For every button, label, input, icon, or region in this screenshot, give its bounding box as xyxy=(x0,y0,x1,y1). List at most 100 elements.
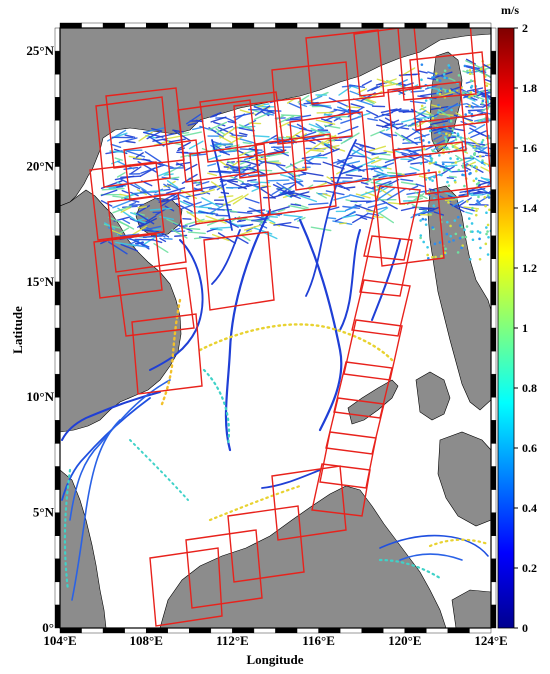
frame-tick xyxy=(490,397,497,421)
drifter-segment xyxy=(110,143,122,148)
drifter-segment xyxy=(289,191,310,198)
frame-tick xyxy=(490,166,497,190)
drifter-segment xyxy=(130,203,145,207)
drifter-segment xyxy=(132,225,148,236)
drifter-segment xyxy=(436,127,446,132)
drifter-segment xyxy=(272,190,295,198)
drifter-segment xyxy=(477,190,491,195)
drifter-track xyxy=(379,534,489,557)
drifter-segment xyxy=(218,135,232,143)
drifter-track xyxy=(71,419,121,601)
drifter-point xyxy=(431,116,435,120)
colorbar-tick-label: 0.6 xyxy=(522,441,537,455)
frame-tick xyxy=(490,535,497,559)
drifter-segment xyxy=(137,206,147,209)
drifter-segment xyxy=(115,241,136,247)
drifter-segment xyxy=(243,224,261,231)
drifter-track xyxy=(298,218,343,432)
drifter-segment xyxy=(433,211,445,216)
drifter-segment xyxy=(277,136,297,140)
drifter-fast-track xyxy=(198,323,394,362)
drifter-point xyxy=(480,141,484,144)
drifter-segment xyxy=(177,193,190,200)
drifter-segment xyxy=(229,148,238,152)
drifter-segment xyxy=(264,112,274,116)
drifter-segment xyxy=(352,98,374,106)
drifter-segment xyxy=(294,134,316,145)
frame-tick xyxy=(54,281,61,306)
drifter-segment xyxy=(396,172,417,177)
drifter-segment xyxy=(293,216,302,221)
drifter-segment xyxy=(384,78,397,84)
drifter-segment xyxy=(229,165,250,169)
drifter-segment xyxy=(349,194,365,200)
drifter-segment xyxy=(321,134,337,145)
drifter-segment xyxy=(217,232,236,244)
drifter-segment xyxy=(482,63,491,70)
drifter-segment xyxy=(209,226,232,230)
drifter-point xyxy=(477,181,481,185)
drifter-point xyxy=(424,218,427,221)
drifter-point xyxy=(450,108,453,112)
footprint-rect xyxy=(95,96,171,188)
drifter-track xyxy=(339,229,361,331)
drifter-segment xyxy=(273,221,292,226)
frame-tick xyxy=(490,558,497,583)
drifter-point xyxy=(449,224,452,228)
drifter-point xyxy=(419,234,423,237)
drifter-point xyxy=(476,230,480,233)
footprint-rect xyxy=(363,185,421,261)
drifter-point xyxy=(478,119,482,123)
drifter-segment xyxy=(361,80,372,87)
drifter-segment xyxy=(322,161,345,170)
drifter-segment xyxy=(217,126,234,135)
drifter-segment xyxy=(208,184,223,190)
drifter-segment xyxy=(355,193,371,199)
drifter-segment xyxy=(285,118,302,121)
frame-tick xyxy=(318,22,341,29)
drifter-segment xyxy=(129,238,150,248)
x-tick-label: 104°E xyxy=(43,633,76,648)
drifter-segment xyxy=(383,133,398,137)
drifter-point xyxy=(429,156,433,160)
drifter-point xyxy=(454,138,458,141)
drifter-segment xyxy=(280,114,303,117)
map-plot-area xyxy=(54,22,497,634)
drifter-point xyxy=(456,251,460,254)
drifter-segment xyxy=(139,217,157,228)
land-sulawesi xyxy=(451,589,491,628)
drifter-segment xyxy=(195,119,204,123)
drifter-segment xyxy=(219,178,238,183)
drifter-point xyxy=(486,194,490,197)
drifter-segment xyxy=(141,225,162,232)
drifter-point xyxy=(448,66,451,69)
drifter-segment xyxy=(352,212,369,224)
footprint-rect xyxy=(123,139,203,201)
footprint-rect xyxy=(117,267,195,337)
drifter-point xyxy=(458,236,462,240)
drifter-point xyxy=(486,223,490,227)
drifter-segment xyxy=(365,186,375,190)
drifter-point xyxy=(475,169,478,173)
drifter-point xyxy=(438,154,441,157)
drifter-point xyxy=(445,132,448,136)
drifter-point xyxy=(471,105,475,109)
drifter-segment xyxy=(376,78,392,85)
drifter-point xyxy=(422,147,426,151)
drifter-segment xyxy=(360,181,369,185)
drifter-segment xyxy=(181,173,198,184)
drifter-segment xyxy=(270,206,290,213)
drifter-point xyxy=(483,195,487,199)
drifter-segment xyxy=(339,222,347,225)
drifter-segment xyxy=(108,216,129,227)
drifter-segment xyxy=(107,241,128,255)
drifter-segment xyxy=(252,135,270,138)
frame-tick xyxy=(490,373,497,398)
drifter-segment xyxy=(363,97,375,105)
drifter-segment xyxy=(267,179,290,182)
drifter-segment xyxy=(326,217,337,220)
y-tick-label: 25°N xyxy=(26,43,54,58)
drifter-segment xyxy=(386,187,407,201)
drifter-segment xyxy=(142,235,163,238)
frame-tick xyxy=(54,581,61,606)
